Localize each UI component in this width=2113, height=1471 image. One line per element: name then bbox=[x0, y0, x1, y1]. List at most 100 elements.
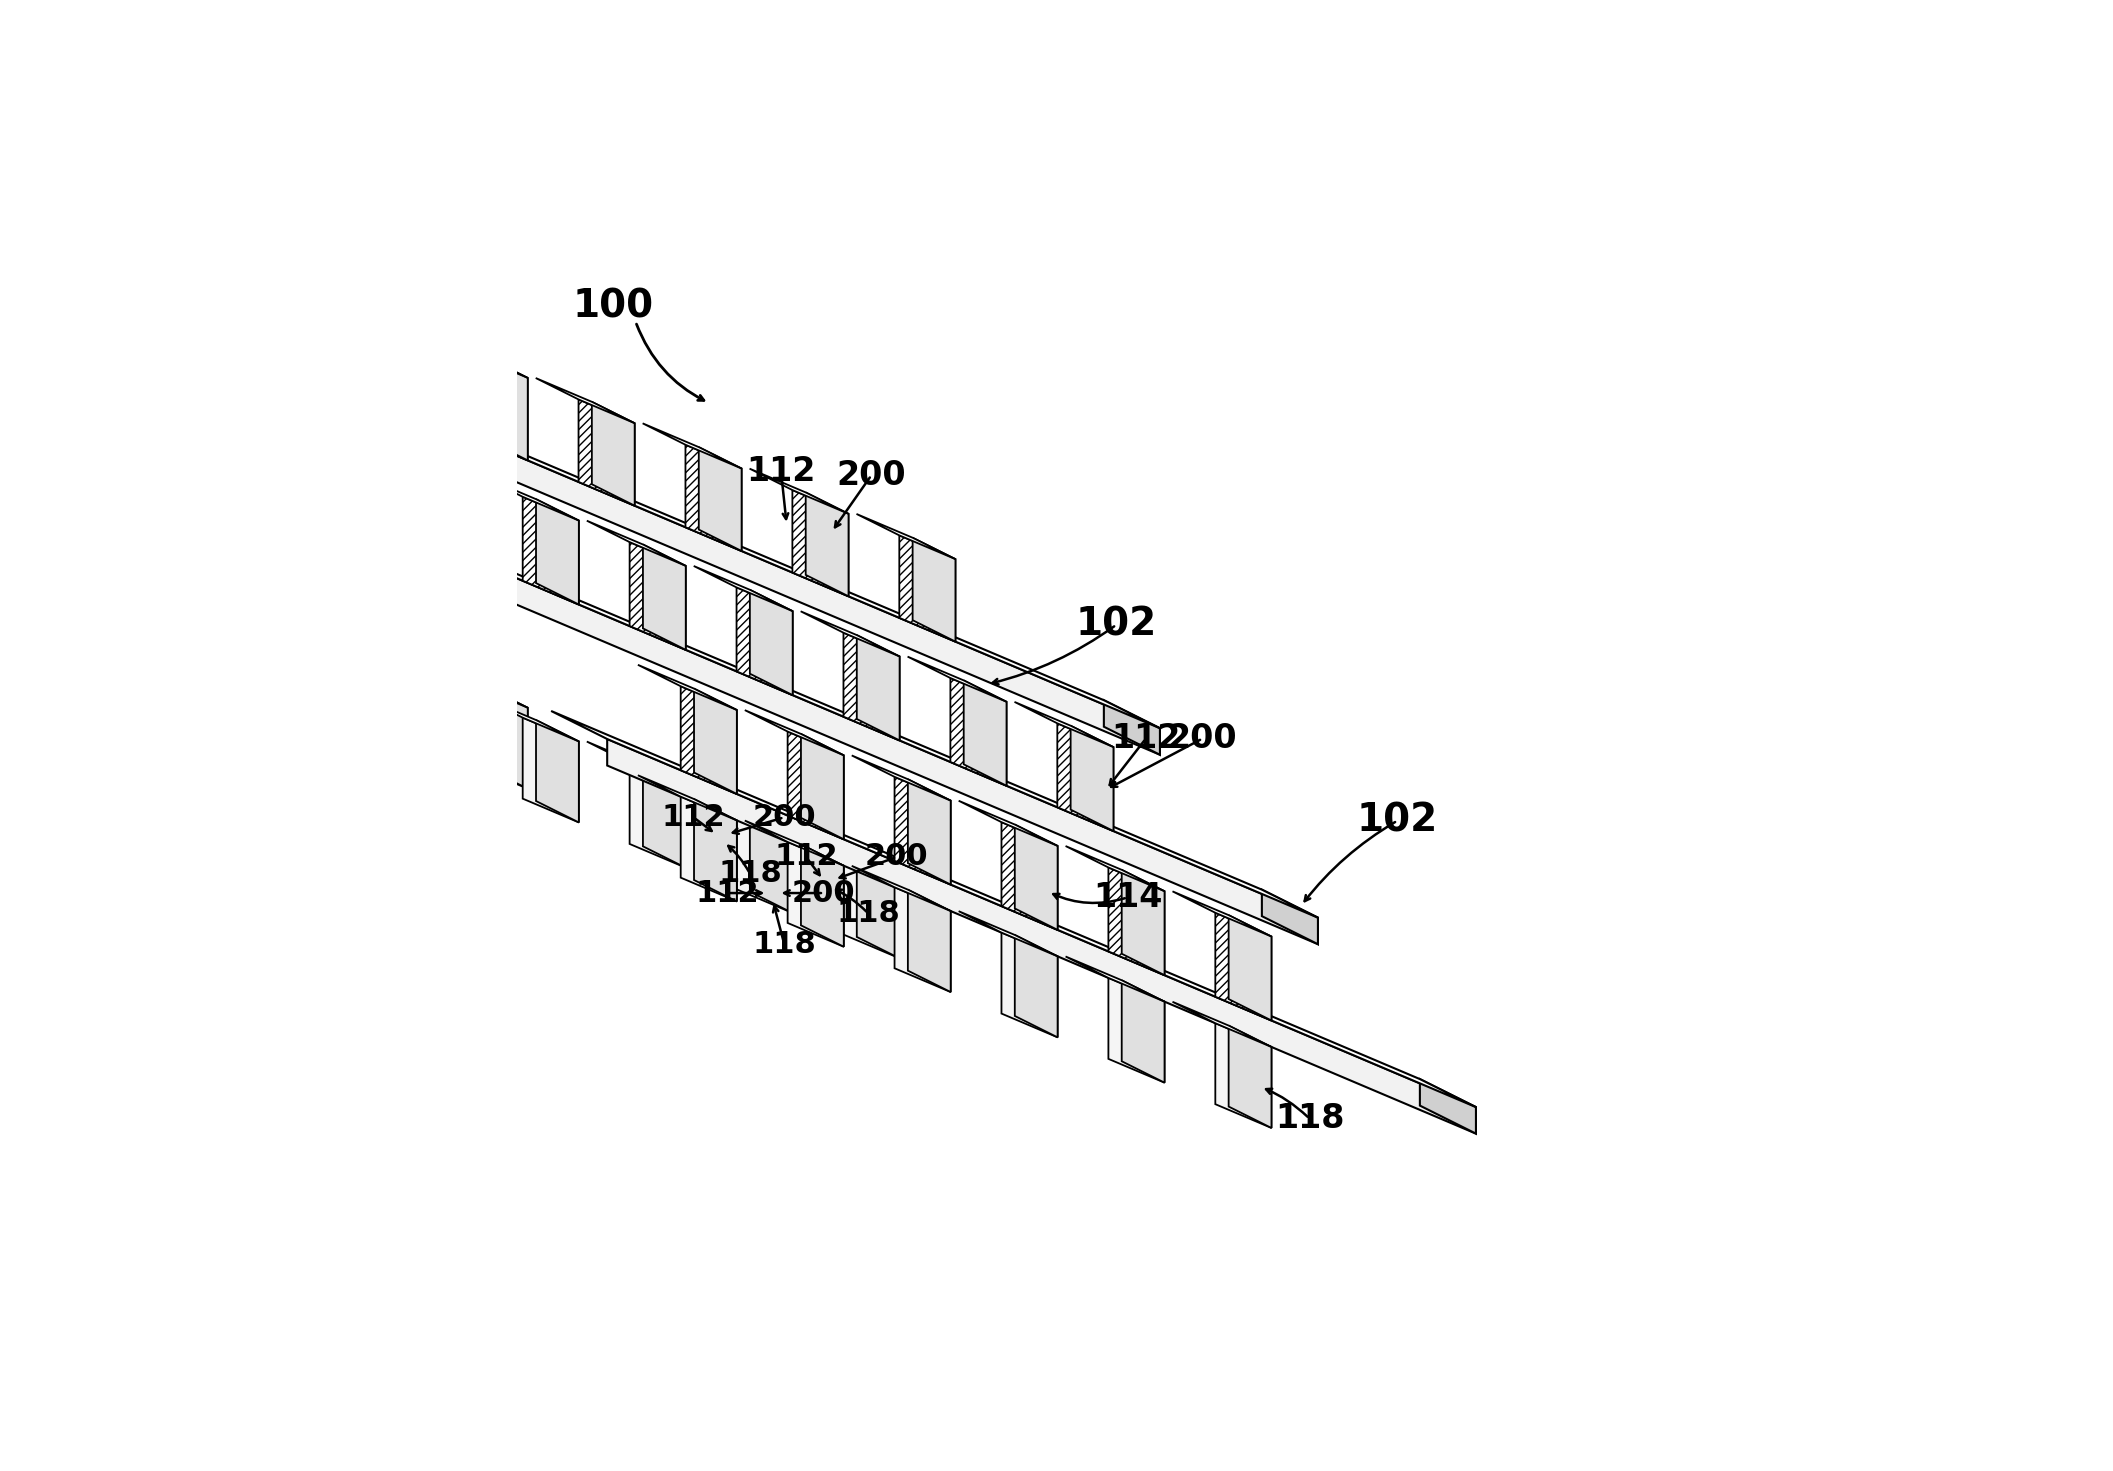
Polygon shape bbox=[642, 424, 742, 469]
Polygon shape bbox=[801, 844, 843, 947]
Polygon shape bbox=[1056, 724, 1114, 831]
Polygon shape bbox=[1065, 956, 1164, 1002]
Polygon shape bbox=[537, 378, 634, 424]
Polygon shape bbox=[522, 497, 579, 605]
Polygon shape bbox=[537, 499, 579, 605]
Polygon shape bbox=[856, 513, 955, 559]
Polygon shape bbox=[630, 763, 687, 868]
Polygon shape bbox=[638, 775, 737, 821]
Polygon shape bbox=[894, 777, 951, 884]
Polygon shape bbox=[638, 665, 737, 710]
Text: 118: 118 bbox=[718, 859, 782, 888]
Polygon shape bbox=[1109, 978, 1164, 1083]
Polygon shape bbox=[587, 741, 687, 787]
Polygon shape bbox=[1014, 702, 1114, 747]
Text: 112: 112 bbox=[661, 803, 725, 831]
Text: 112: 112 bbox=[1111, 722, 1181, 755]
Polygon shape bbox=[471, 684, 528, 788]
Polygon shape bbox=[693, 566, 792, 610]
Polygon shape bbox=[1261, 890, 1319, 944]
Text: 112: 112 bbox=[773, 843, 839, 871]
Polygon shape bbox=[378, 312, 420, 415]
Polygon shape bbox=[750, 811, 792, 913]
Polygon shape bbox=[801, 734, 843, 840]
Polygon shape bbox=[321, 618, 420, 662]
Polygon shape bbox=[843, 633, 900, 740]
Polygon shape bbox=[856, 856, 900, 958]
Text: 200: 200 bbox=[792, 878, 856, 908]
Polygon shape bbox=[429, 662, 528, 708]
Polygon shape bbox=[685, 444, 742, 552]
Text: 102: 102 bbox=[1357, 802, 1439, 840]
Polygon shape bbox=[964, 681, 1006, 786]
Polygon shape bbox=[429, 332, 528, 378]
Text: 100: 100 bbox=[573, 288, 653, 325]
Polygon shape bbox=[1071, 725, 1114, 831]
Polygon shape bbox=[856, 635, 900, 740]
Text: 200: 200 bbox=[837, 459, 906, 491]
Polygon shape bbox=[1014, 936, 1059, 1037]
Polygon shape bbox=[642, 765, 687, 868]
Polygon shape bbox=[801, 612, 900, 656]
Text: 118: 118 bbox=[1274, 1102, 1344, 1136]
Polygon shape bbox=[592, 402, 634, 506]
Polygon shape bbox=[894, 887, 951, 991]
Polygon shape bbox=[1173, 1002, 1272, 1047]
Polygon shape bbox=[480, 475, 579, 521]
Polygon shape bbox=[484, 356, 528, 460]
Polygon shape bbox=[737, 587, 792, 696]
Polygon shape bbox=[292, 360, 1160, 755]
Polygon shape bbox=[606, 738, 1477, 1134]
Polygon shape bbox=[480, 696, 579, 741]
Polygon shape bbox=[522, 718, 579, 822]
Polygon shape bbox=[680, 687, 737, 794]
Polygon shape bbox=[1173, 891, 1272, 937]
Polygon shape bbox=[959, 911, 1059, 956]
Polygon shape bbox=[909, 780, 951, 884]
Polygon shape bbox=[1420, 1080, 1477, 1134]
Polygon shape bbox=[450, 550, 1319, 944]
Polygon shape bbox=[913, 538, 955, 641]
Polygon shape bbox=[1228, 915, 1272, 1021]
Polygon shape bbox=[843, 853, 900, 958]
Polygon shape bbox=[788, 841, 843, 947]
Polygon shape bbox=[484, 687, 528, 788]
Polygon shape bbox=[1014, 825, 1059, 930]
Polygon shape bbox=[1228, 1025, 1272, 1128]
Polygon shape bbox=[587, 521, 687, 566]
Polygon shape bbox=[737, 808, 792, 913]
Text: 112: 112 bbox=[746, 455, 816, 488]
Text: 200: 200 bbox=[1168, 722, 1238, 755]
Polygon shape bbox=[1002, 822, 1059, 930]
Polygon shape bbox=[680, 797, 737, 902]
Polygon shape bbox=[801, 833, 900, 877]
Text: 200: 200 bbox=[752, 803, 816, 831]
Polygon shape bbox=[321, 287, 420, 332]
Text: 200: 200 bbox=[864, 843, 928, 871]
Polygon shape bbox=[693, 688, 737, 794]
Polygon shape bbox=[805, 493, 849, 596]
Polygon shape bbox=[900, 535, 955, 641]
Polygon shape bbox=[744, 710, 843, 755]
Polygon shape bbox=[1109, 868, 1164, 975]
Text: 102: 102 bbox=[1076, 606, 1158, 644]
Polygon shape bbox=[792, 490, 849, 596]
Polygon shape bbox=[693, 787, 792, 833]
Polygon shape bbox=[1215, 1024, 1272, 1128]
Polygon shape bbox=[393, 522, 1319, 918]
Polygon shape bbox=[1065, 846, 1164, 891]
Polygon shape bbox=[1103, 700, 1160, 755]
Polygon shape bbox=[699, 447, 742, 552]
Polygon shape bbox=[1122, 869, 1164, 975]
Text: 118: 118 bbox=[837, 899, 900, 928]
Polygon shape bbox=[852, 756, 951, 800]
Polygon shape bbox=[366, 309, 420, 415]
Polygon shape bbox=[366, 638, 420, 743]
Polygon shape bbox=[642, 544, 687, 650]
Polygon shape bbox=[951, 678, 1006, 786]
Polygon shape bbox=[1215, 912, 1272, 1021]
Text: 114: 114 bbox=[1092, 881, 1162, 913]
Polygon shape bbox=[471, 355, 528, 460]
Polygon shape bbox=[750, 590, 792, 696]
Polygon shape bbox=[959, 800, 1059, 846]
